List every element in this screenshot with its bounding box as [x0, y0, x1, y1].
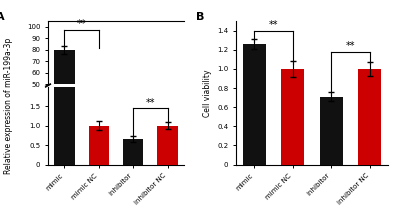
Text: **: **	[269, 20, 278, 30]
Bar	[54, 0, 75, 165]
Text: A: A	[0, 12, 5, 22]
Bar	[243, 44, 266, 165]
Text: **: **	[146, 98, 155, 108]
Bar	[54, 50, 75, 142]
Bar	[157, 126, 178, 165]
Text: Relative expression of miR-199a-3p: Relative expression of miR-199a-3p	[4, 37, 13, 174]
Bar	[157, 141, 178, 142]
Bar	[358, 69, 381, 165]
Text: B: B	[196, 12, 205, 23]
Y-axis label: Cell viability: Cell viability	[202, 69, 212, 117]
Bar	[123, 141, 144, 142]
Bar	[88, 126, 109, 165]
Bar	[123, 139, 144, 165]
Text: **: **	[77, 19, 86, 28]
Bar	[88, 141, 109, 142]
Bar	[281, 69, 304, 165]
Text: **: **	[346, 41, 355, 51]
Bar	[320, 97, 343, 165]
